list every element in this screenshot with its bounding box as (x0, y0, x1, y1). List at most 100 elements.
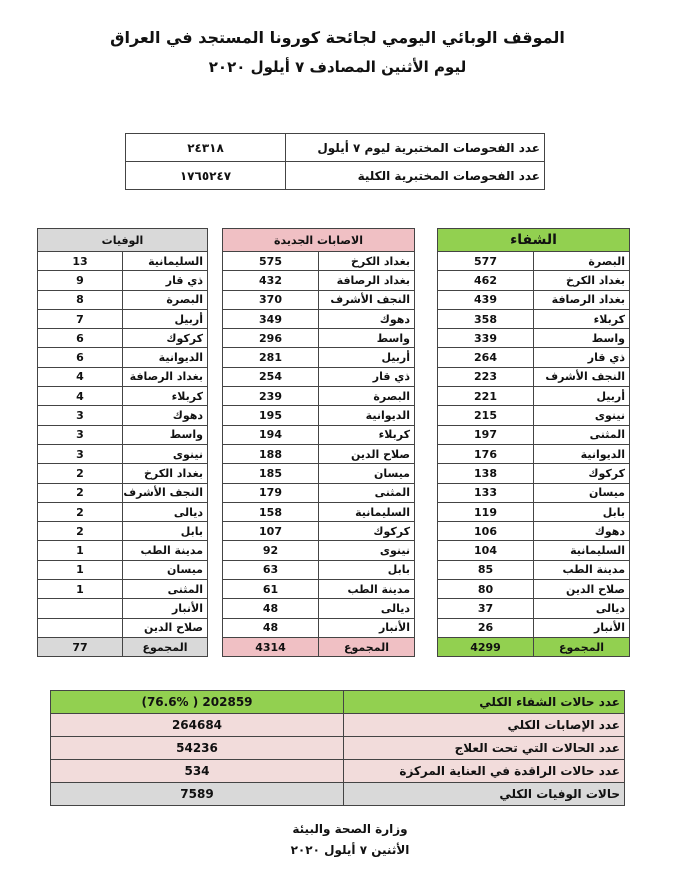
new_cases-row: ميسان 185 (222, 463, 415, 484)
region-value: 2 (37, 463, 123, 484)
region-name: واسط (533, 328, 630, 349)
region-value: 158 (222, 501, 319, 523)
region-name: البصرة (122, 289, 208, 310)
region-value: 92 (222, 540, 319, 561)
new_cases-row: السليمانية 158 (222, 501, 415, 523)
region-value: 370 (222, 289, 319, 310)
region-name: ديالى (533, 598, 630, 619)
summary-value: 264684 (50, 713, 344, 737)
region-value: 188 (222, 443, 319, 465)
summary-row: عدد الإصابات الكلي 264684 (50, 713, 625, 737)
recovered-total-row: المجموع 4299 (437, 636, 630, 658)
region-name: أربيل (533, 386, 630, 407)
region-value: 462 (437, 270, 534, 291)
region-name: الأنبار (533, 617, 630, 638)
new_cases-row: الديوانية 195 (222, 405, 415, 426)
region-value: 179 (222, 482, 319, 503)
new_cases-row: دهوك 349 (222, 308, 415, 330)
region-value: 9 (37, 270, 123, 291)
summary-table: عدد حالات الشفاء الكلي (76.6% ) 202859 عدد… (50, 690, 625, 806)
recovered-row: بابل 119 (437, 501, 630, 523)
deaths-row: صلاح الدين (37, 617, 208, 638)
recovered-row: كركوك 138 (437, 463, 630, 484)
summary-label: عدد الإصابات الكلي (343, 713, 625, 737)
subtitle: ليوم الأثنين المصادف ٧ أيلول ٢٠٢٠ (208, 58, 467, 76)
region-value: 48 (222, 617, 319, 638)
region-name: السليمانية (122, 250, 208, 272)
region-name: المثنى (318, 482, 415, 503)
deaths-row: كربلاء 4 (37, 386, 208, 407)
region-value: 85 (437, 559, 534, 581)
region-name: كركوك (533, 463, 630, 484)
region-name: الديوانية (533, 443, 630, 465)
region-name: ميسان (318, 463, 415, 484)
deaths-row: ديالى 2 (37, 501, 208, 523)
region-name: البصرة (318, 386, 415, 407)
region-name: بابل (533, 501, 630, 523)
tests-table: عدد الفحوصات المختبرية ليوم ٧ أيلول ٢٤٣١٨… (125, 133, 545, 190)
new_cases-row: الأنبار 48 (222, 617, 415, 638)
region-name: بغداد الرصافة (533, 289, 630, 310)
new_cases-row: بابل 63 (222, 559, 415, 581)
footer-date: الأثنين ٧ أيلول ٢٠٢٠ (290, 843, 410, 857)
region-name: بغداد الكرخ (318, 250, 415, 272)
deaths-row: بغداد الكرخ 2 (37, 463, 208, 484)
region-name: ميسان (533, 482, 630, 503)
new_cases-header-row: الاصابات الجديدة (222, 228, 415, 252)
region-name: الديوانية (318, 405, 415, 426)
recovered-row: بغداد الكرخ 462 (437, 270, 630, 291)
region-value: 296 (222, 328, 319, 349)
region-name: بابل (122, 521, 208, 542)
summary-value: 7589 (50, 782, 344, 806)
deaths-row: كركوك 6 (37, 328, 208, 349)
region-value: 2 (37, 501, 123, 523)
total-value: 4314 (222, 636, 319, 658)
new_cases-row: نينوى 92 (222, 540, 415, 561)
region-value: 264 (437, 347, 534, 368)
summary-row: عدد الحالات التي تحت العلاج 54236 (50, 736, 625, 760)
new_cases-row: البصرة 239 (222, 386, 415, 407)
region-name: كركوك (318, 521, 415, 542)
region-value: 107 (222, 521, 319, 542)
region-value: 8 (37, 289, 123, 310)
region-value: 197 (437, 424, 534, 445)
region-name: نينوى (122, 443, 208, 465)
recovered-row: أربيل 221 (437, 386, 630, 407)
region-value: 13 (37, 250, 123, 272)
new_cases-row: كربلاء 194 (222, 424, 415, 445)
region-value: 3 (37, 443, 123, 465)
recovered-row: واسط 339 (437, 328, 630, 349)
recovered-row: بغداد الرصافة 439 (437, 289, 630, 310)
region-value: 80 (437, 579, 534, 600)
deaths-row: ذي قار 9 (37, 270, 208, 291)
summary-row: عدد حالات الشفاء الكلي (76.6% ) 202859 (50, 690, 625, 714)
deaths-row: البصرة 8 (37, 289, 208, 310)
region-name: النجف الأشرف (122, 482, 208, 503)
region-value: 133 (437, 482, 534, 503)
region-name: نينوى (533, 405, 630, 426)
new_cases-row: صلاح الدين 188 (222, 443, 415, 465)
region-name: ذي قار (533, 347, 630, 368)
deaths-row: دهوك 3 (37, 405, 208, 426)
region-value: 3 (37, 405, 123, 426)
region-name: كربلاء (122, 386, 208, 407)
deaths-row: بغداد الرصافة 4 (37, 366, 208, 388)
deaths-row: مدينة الطب 1 (37, 540, 208, 561)
region-value: 119 (437, 501, 534, 523)
new_cases-row: ذي قار 254 (222, 366, 415, 388)
region-value: 185 (222, 463, 319, 484)
summary-label: عدد حالات الراقدة في العناية المركزة (343, 759, 625, 783)
region-value: 577 (437, 250, 534, 272)
region-value: 223 (437, 366, 534, 388)
deaths-row: النجف الأشرف 2 (37, 482, 208, 503)
region-value: 1 (37, 579, 123, 600)
region-name: مدينة الطب (122, 540, 208, 561)
recovered-row: ديالى 37 (437, 598, 630, 619)
tests-row: عدد الفحوصات المختبرية الكلية ١٧٦٥٢٤٧ (125, 161, 545, 190)
region-name: مدينة الطب (533, 559, 630, 581)
summary-row: حالات الوفيات الكلي 7589 (50, 782, 625, 806)
recovered-row: ذي قار 264 (437, 347, 630, 368)
deaths-row: المثنى 1 (37, 579, 208, 600)
region-value: 194 (222, 424, 319, 445)
deaths-row: ميسان 1 (37, 559, 208, 581)
